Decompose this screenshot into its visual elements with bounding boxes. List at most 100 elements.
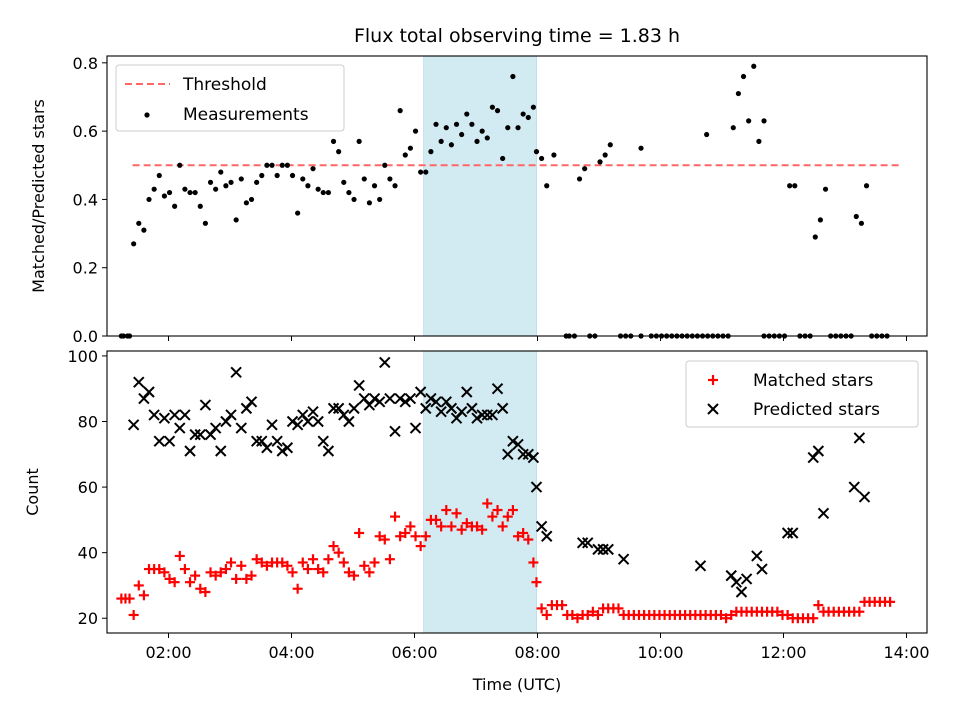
matched-star-point: [379, 534, 390, 545]
matched-star-point: [395, 531, 406, 542]
matched-star-point: [772, 606, 783, 617]
measurement-point: [361, 176, 367, 182]
predicted-star-point: [271, 435, 283, 447]
measurement-point: [597, 159, 603, 165]
predicted-star-point: [302, 415, 314, 428]
predicted-star-point: [461, 386, 473, 398]
measurement-point: [853, 213, 859, 220]
predicted-star-point: [414, 386, 427, 398]
measurement-point: [233, 217, 239, 223]
matched-star-point: [200, 587, 211, 598]
predicted-star-point: [756, 563, 768, 575]
matched-star-point: [461, 518, 472, 529]
matched-star-point: [164, 573, 175, 584]
predicted-star-point: [496, 402, 509, 415]
predicted-star-point: [730, 576, 743, 588]
measurement-point: [438, 138, 444, 144]
measurement-point: [751, 63, 757, 69]
matched-stars-points: [116, 498, 896, 624]
x-tick-label: 10:00: [637, 643, 683, 662]
predicted-star-point: [158, 412, 171, 424]
predicted-star-point: [535, 520, 548, 533]
predicted-star-point: [189, 428, 201, 441]
top-plot-frame: [106, 55, 928, 337]
matched-star-point: [587, 606, 598, 617]
measurement-point: [177, 162, 183, 168]
predicted-star-point: [379, 356, 391, 369]
matched-star-point: [384, 554, 395, 565]
x-tick-label: 06:00: [391, 643, 437, 662]
matched-star-point: [507, 505, 518, 516]
measurement-point: [459, 131, 465, 138]
measurement-point: [248, 196, 255, 203]
measurement-point: [136, 220, 142, 226]
measurement-point: [310, 166, 316, 172]
measurement-point: [418, 169, 424, 175]
matched-star-point: [487, 511, 498, 522]
predicted-star-point: [517, 448, 529, 460]
measurement-point: [505, 125, 511, 131]
measurement-point: [397, 108, 403, 114]
top-y-axis-label: Matched/Predicted stars: [29, 99, 48, 293]
matched-star-point: [451, 508, 462, 519]
predicted-star-point: [199, 399, 212, 411]
matched-star-point: [613, 603, 624, 614]
predicted-star-point: [245, 396, 258, 408]
predicted-star-point: [138, 392, 150, 405]
matched-star-point: [277, 557, 288, 568]
matched-star-point: [456, 524, 467, 535]
predicted-star-point: [297, 409, 309, 421]
predicted-star-point: [597, 543, 609, 556]
predicted-star-point: [817, 507, 830, 520]
matched-star-point: [174, 550, 185, 561]
y-tick-label: 40: [78, 544, 98, 563]
predicted-star-point: [430, 396, 442, 408]
top-legend: Threshold Measurements: [115, 64, 345, 132]
measurement-point: [533, 149, 540, 155]
measurement-point: [484, 135, 490, 141]
measurement-point: [428, 149, 434, 155]
measurement-point: [131, 241, 137, 247]
measurement-point: [638, 145, 644, 151]
matched-star-point: [572, 613, 583, 624]
matched-star-point: [251, 554, 262, 565]
predicted-stars-points: [127, 356, 871, 598]
predicted-star-point: [507, 435, 519, 447]
measurement-point: [469, 121, 475, 127]
matched-star-point: [246, 570, 257, 581]
y-tick-label: 0.4: [73, 190, 98, 209]
predicted-legend-label: Predicted stars: [753, 400, 880, 420]
matched-legend-swatch: [708, 375, 718, 385]
measurement-point: [787, 183, 793, 189]
predicted-star-point: [486, 409, 499, 421]
matched-star-point: [513, 531, 524, 542]
predicted-star-point: [368, 392, 381, 405]
measurement-point: [279, 162, 285, 168]
measurement-point: [576, 176, 583, 182]
chart-title: Flux total observing time = 1.83 h: [354, 25, 680, 47]
matched-star-point: [369, 557, 380, 568]
bottom-panel: 20 40 60 80 100 02:00 04:00 06:00 08:00 10:00 12:…: [23, 347, 930, 694]
predicted-star-point: [858, 491, 871, 503]
bottom-y-axis-label: Count: [23, 468, 42, 516]
matched-star-point: [124, 593, 135, 604]
matched-star-point: [536, 603, 547, 614]
measurement-point: [822, 186, 829, 192]
matched-star-point: [297, 557, 308, 568]
predicted-star-point: [576, 537, 589, 549]
predicted-star-point: [751, 550, 763, 562]
measurement-point: [172, 203, 178, 209]
predicted-star-point: [332, 402, 345, 415]
predicted-star-point: [394, 392, 406, 405]
matched-star-point: [528, 557, 539, 568]
matched-star-point: [323, 554, 334, 565]
y-tick-label: 100: [67, 347, 98, 366]
predicted-star-point: [491, 383, 504, 395]
matched-star-point: [333, 547, 344, 558]
matched-star-point: [241, 573, 252, 584]
predicted-star-point: [445, 402, 458, 415]
predicted-star-point: [735, 586, 748, 598]
bottom-legend: Matched stars Predicted stars: [685, 360, 919, 428]
measurement-point: [315, 186, 321, 192]
measurement-point: [366, 200, 372, 206]
